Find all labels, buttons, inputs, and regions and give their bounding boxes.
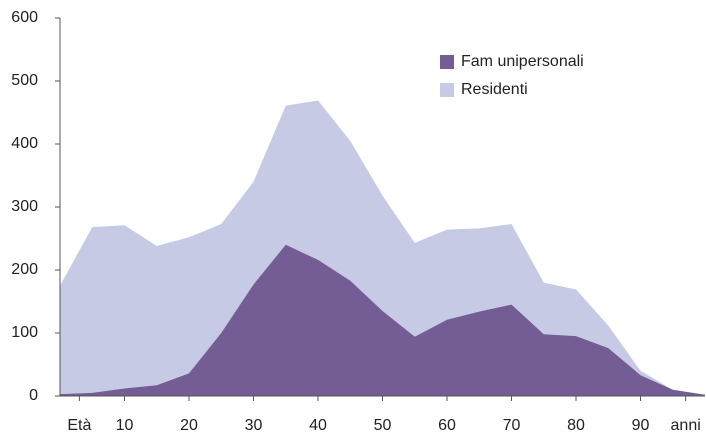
x-tick-label: 10 — [116, 417, 134, 434]
x-tick-label: Età — [67, 417, 91, 434]
x-tick-label: 60 — [438, 417, 456, 434]
y-tick-label: 600 — [11, 9, 38, 26]
x-tick-label: 40 — [309, 417, 327, 434]
y-tick-label: 500 — [11, 72, 38, 89]
area — [60, 244, 705, 396]
legend-swatch — [440, 55, 454, 69]
legend-label: Fam unipersonali — [461, 53, 584, 70]
x-tick-label: 80 — [567, 417, 585, 434]
x-tick-label: 90 — [632, 417, 650, 434]
y-tick-label: 400 — [11, 135, 38, 152]
y-tick-label: 0 — [29, 387, 38, 404]
x-tick-label: 20 — [180, 417, 198, 434]
x-tick-label: anni — [671, 417, 701, 434]
y-tick-label: 200 — [11, 261, 38, 278]
legend-swatch — [440, 83, 454, 97]
y-tick-label: 300 — [11, 198, 38, 215]
legend-label: Residenti — [461, 81, 528, 98]
area — [60, 100, 705, 396]
x-tick-label: 70 — [503, 417, 521, 434]
x-tick-label: 50 — [374, 417, 392, 434]
y-tick-label: 100 — [11, 324, 38, 341]
x-tick-label: 30 — [245, 417, 263, 434]
